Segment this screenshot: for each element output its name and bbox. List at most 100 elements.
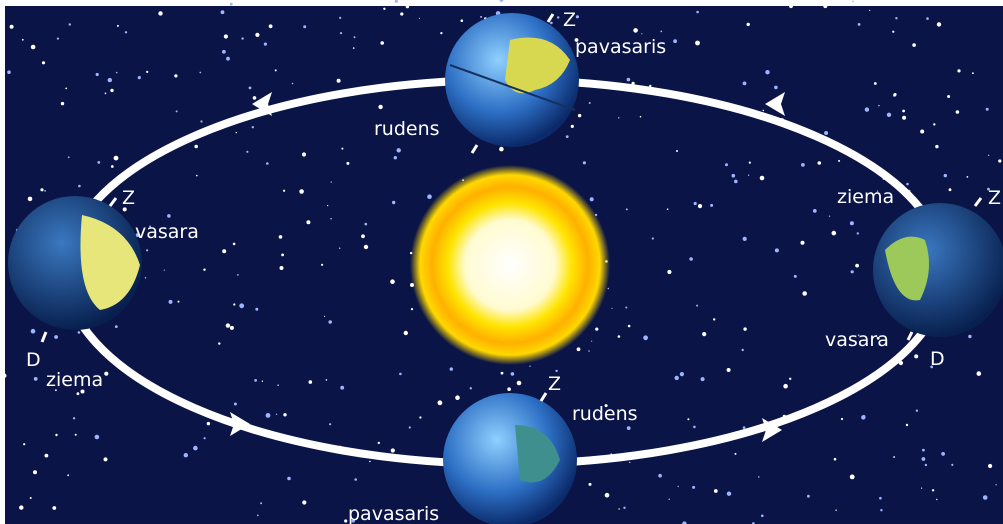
page: Z pavasaris rudens Z vasara D ziema ziem… — [0, 0, 1003, 524]
star — [461, 19, 464, 22]
star — [696, 11, 699, 14]
star — [618, 508, 619, 509]
star — [236, 132, 237, 133]
star — [850, 475, 855, 480]
star — [902, 110, 905, 113]
star — [794, 275, 797, 278]
label: vasara — [825, 329, 889, 351]
star — [499, 147, 504, 152]
star — [694, 202, 697, 205]
star — [391, 448, 395, 452]
star — [262, 381, 263, 382]
star — [68, 156, 70, 158]
star — [55, 434, 57, 436]
star — [275, 69, 277, 71]
star — [887, 113, 891, 117]
star — [31, 329, 36, 334]
star — [34, 377, 38, 381]
label: ziema — [837, 186, 894, 208]
star — [427, 194, 432, 199]
star — [591, 341, 592, 342]
star — [758, 476, 760, 478]
star — [517, 381, 522, 386]
star — [550, 22, 553, 25]
diagram: Z pavasaris rudens Z vasara D ziema ziem… — [0, 0, 1003, 524]
frame-left — [0, 0, 5, 524]
star — [324, 316, 325, 317]
star — [221, 10, 225, 14]
star — [199, 72, 201, 74]
star — [105, 93, 107, 95]
star — [611, 308, 612, 309]
label: pavasaris — [575, 36, 666, 58]
star — [116, 72, 118, 74]
star — [852, 1, 854, 3]
star — [158, 11, 162, 15]
star — [628, 325, 631, 328]
star — [339, 247, 341, 249]
star — [912, 43, 916, 47]
star — [97, 161, 100, 164]
star — [255, 33, 259, 37]
star — [577, 347, 581, 351]
star — [339, 17, 341, 19]
label: pavasaris — [348, 503, 439, 524]
star — [743, 237, 747, 241]
star — [226, 57, 230, 61]
star — [922, 449, 925, 452]
star — [111, 165, 114, 168]
star — [669, 499, 670, 500]
star — [337, 79, 341, 83]
star — [222, 50, 226, 54]
star — [28, 197, 33, 202]
star — [660, 31, 662, 33]
star — [279, 235, 283, 239]
star — [269, 24, 273, 28]
star — [200, 120, 202, 122]
star — [933, 123, 935, 125]
star — [75, 434, 77, 436]
star — [411, 308, 413, 310]
star — [361, 234, 365, 238]
star — [226, 323, 230, 327]
star — [354, 36, 356, 38]
star — [328, 320, 332, 324]
star — [380, 41, 384, 45]
star — [178, 301, 180, 303]
star — [761, 515, 764, 518]
star — [658, 474, 662, 478]
star — [340, 32, 342, 34]
star — [257, 515, 259, 517]
star — [967, 176, 969, 178]
star — [330, 218, 332, 220]
star — [252, 126, 254, 128]
star — [906, 183, 909, 186]
star — [748, 175, 749, 176]
star — [346, 162, 349, 165]
star — [743, 426, 746, 429]
star — [725, 163, 728, 166]
star — [110, 89, 113, 92]
star — [1, 53, 4, 56]
star — [23, 443, 25, 445]
star — [455, 395, 460, 400]
star — [996, 484, 997, 485]
star — [69, 23, 71, 25]
star — [576, 15, 579, 18]
star — [470, 387, 472, 389]
star — [983, 495, 988, 500]
star — [879, 497, 882, 500]
star — [765, 70, 769, 74]
star — [589, 483, 592, 486]
star — [590, 197, 594, 201]
star — [96, 73, 99, 76]
star — [399, 373, 402, 376]
star — [234, 403, 237, 406]
star — [629, 462, 630, 463]
star — [702, 332, 706, 336]
star — [280, 266, 284, 270]
star — [775, 248, 779, 252]
star — [276, 414, 277, 415]
star — [450, 367, 453, 370]
star — [266, 162, 269, 165]
